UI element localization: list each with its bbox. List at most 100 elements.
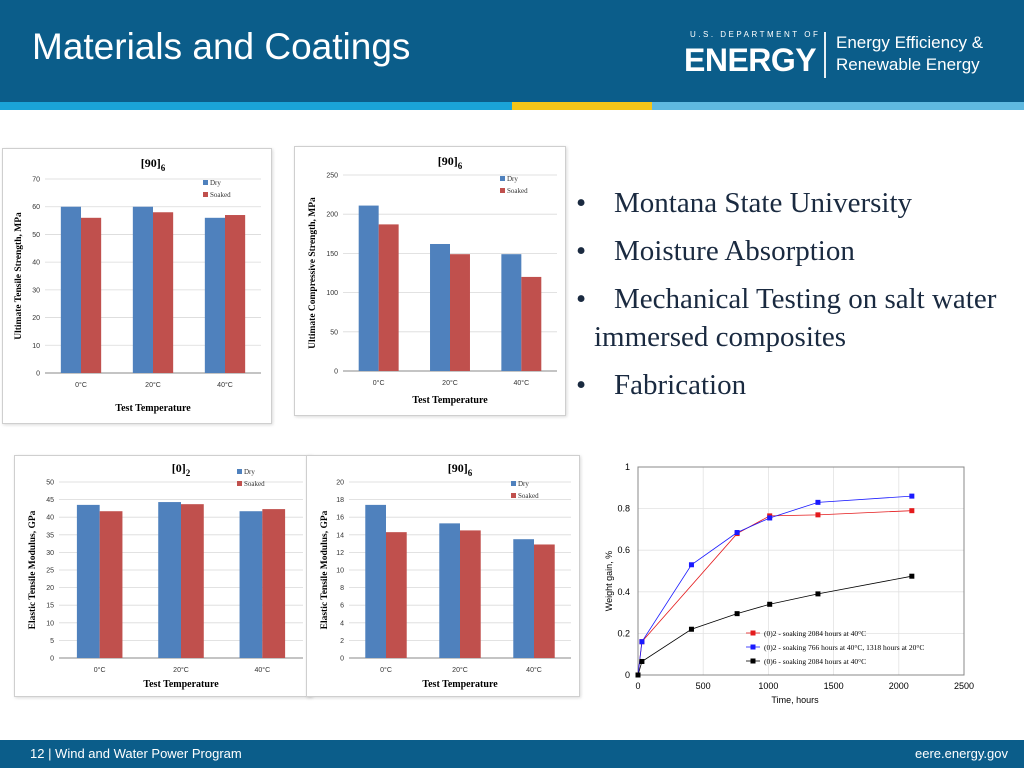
bar-dry	[76, 504, 100, 658]
y-tick-label: 4	[340, 620, 344, 627]
y-tick-label: 200	[326, 212, 338, 219]
legend-label: Soaked	[210, 191, 231, 199]
x-tick-label: 0°C	[380, 666, 392, 674]
y-tick-label: 45	[46, 497, 54, 504]
x-tick-label: 20°C	[452, 666, 468, 674]
y-tick-label: 40	[46, 515, 54, 522]
chart-title: [90]6	[141, 156, 166, 173]
bullet-item: • Montana State University	[576, 184, 1006, 222]
bar-soaked	[450, 254, 470, 371]
header-stripe-accent	[512, 102, 652, 110]
y-tick-label: 5	[50, 638, 54, 645]
legend-swatch	[203, 180, 208, 185]
bullet-item: • Moisture Absorption	[576, 232, 1006, 270]
bar-soaked	[534, 544, 555, 658]
chart-tensile-modulus-90-6: [90]6 0 2 4 6 8 10 12 14 16 18 20 0°C 20°C 40°C Dry Soak…	[306, 455, 580, 697]
plot-frame	[637, 466, 965, 676]
bullet-item: • Mechanical Testing on salt water immers…	[576, 280, 1006, 356]
legend-label: (0)6 - soaking 2084 hours at 40°C	[764, 657, 866, 666]
y-tick-label: 14	[336, 532, 344, 539]
bar-soaked	[262, 509, 286, 658]
x-tick-label: 40°C	[526, 666, 542, 674]
data-point	[639, 639, 645, 645]
legend-label: Soaked	[244, 480, 265, 488]
header-stripe-light	[652, 102, 1024, 110]
y-tick-label: 15	[46, 603, 54, 610]
y-tick-label: 250	[326, 173, 338, 180]
chart-tensile-strength: [90]6 0 10 20 30 40 50 60 70 0°C 20°C 40°C Dry Soaked…	[2, 148, 272, 424]
y-tick-label: 20	[46, 585, 54, 592]
bullet-text: Fabrication	[614, 369, 747, 401]
y-tick-label: 0	[340, 656, 344, 663]
x-tick-label: 40°C	[514, 379, 530, 387]
data-point	[635, 672, 641, 678]
legend-label: Soaked	[518, 492, 539, 500]
legend-swatch	[500, 176, 505, 181]
x-tick-label: 20°C	[442, 379, 458, 387]
legend-label: Dry	[210, 179, 221, 187]
bar-dry	[239, 511, 263, 658]
y-tick-label: 10	[336, 568, 344, 575]
y-axis-label: Ultimate Tensile Strength, MPa	[14, 212, 24, 340]
y-axis-label: Elastic Tensile Modulus, GPa	[28, 510, 38, 629]
y-tick-label: 16	[336, 515, 344, 522]
y-tick-label: 100	[326, 290, 338, 297]
x-tick-label: 2000	[889, 681, 909, 691]
bar-soaked	[521, 276, 542, 371]
legend-swatch	[237, 481, 242, 486]
data-point	[815, 591, 821, 597]
y-tick-label: 10	[32, 343, 40, 350]
x-axis-label: Time, hours	[771, 695, 819, 705]
y-tick-label: 20	[336, 480, 344, 487]
bar-dry	[132, 206, 153, 373]
x-tick-label: 500	[696, 681, 711, 691]
x-axis-label: Test Temperature	[422, 679, 498, 690]
data-point	[815, 512, 821, 518]
y-tick-label: 1	[625, 462, 630, 472]
x-tick-label: 0	[635, 681, 640, 691]
legend-label: Dry	[507, 175, 518, 183]
y-tick-label: 2	[340, 638, 344, 645]
bullet-text: Mechanical Testing on salt water immerse…	[594, 283, 997, 353]
x-axis-label: Test Temperature	[115, 403, 191, 414]
legend-label: Dry	[518, 480, 529, 488]
bullet-icon: •	[576, 235, 587, 267]
data-point	[688, 562, 694, 568]
logo-divider	[824, 32, 826, 78]
y-tick-label: 8	[340, 585, 344, 592]
tensile-modulus-90-6-chart-svg: [90]6 0 2 4 6 8 10 12 14 16 18 20 0°C 20°C 40°C Dry Soak…	[320, 461, 571, 690]
y-tick-label: 0.4	[617, 587, 630, 597]
eere-logo-line2: Renewable Energy	[836, 55, 980, 74]
x-tick-label: 20°C	[145, 381, 161, 389]
footer-page-label: 12 | Wind and Water Power Program	[30, 746, 242, 761]
chart-weight-gain: 0 500 1000 1500 2000 2500 0 0.2 0.4 0.6 0.8 1 Time, …	[596, 455, 980, 717]
bullet-text: Moisture Absorption	[614, 235, 855, 267]
chart-title: [90]6	[438, 154, 463, 171]
bar-dry	[365, 504, 386, 658]
y-tick-label: 6	[340, 603, 344, 610]
legend-swatch	[750, 644, 756, 650]
legend-label: Dry	[244, 468, 255, 476]
x-axis-label: Test Temperature	[143, 679, 219, 690]
bar-dry	[60, 206, 81, 373]
bullet-icon: •	[576, 369, 587, 401]
data-point	[909, 573, 915, 579]
x-tick-label: 1000	[758, 681, 778, 691]
bar-dry	[204, 217, 225, 373]
y-tick-label: 25	[46, 568, 54, 575]
y-tick-label: 0	[334, 369, 338, 376]
bullet-item: • Fabrication	[576, 366, 1006, 404]
y-tick-label: 0	[625, 670, 630, 680]
legend-swatch	[203, 192, 208, 197]
footer-bar: 12 | Wind and Water Power Program eere.e…	[0, 740, 1024, 768]
legend-swatch	[511, 481, 516, 486]
bar-soaked	[81, 217, 102, 373]
y-axis-label: Elastic Tensile Modulus, GPa	[320, 510, 330, 629]
legend-swatch	[750, 658, 756, 664]
bar-soaked	[378, 224, 399, 371]
legend-swatch	[500, 188, 505, 193]
tensile-modulus-0-2-chart-svg: [0]2 0 5 10 15 20 25 30 35 40 45 50 0°C 20°C 40°C Dry So…	[28, 461, 303, 690]
bar-dry	[513, 539, 534, 658]
footer-site-link[interactable]: eere.energy.gov	[915, 746, 1008, 761]
y-tick-label: 0	[50, 656, 54, 663]
